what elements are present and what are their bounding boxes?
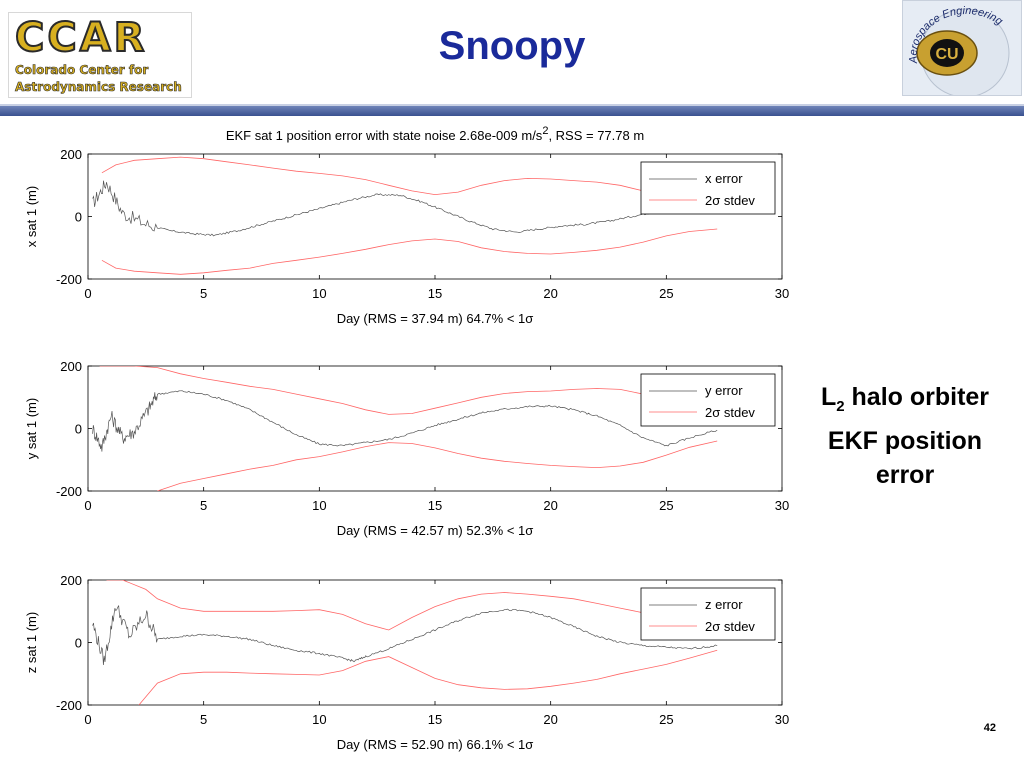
legend-label-error: y error: [705, 383, 743, 398]
page-number: 42: [983, 722, 996, 734]
chart-title: EKF sat 1 position error with state nois…: [226, 125, 644, 143]
side-caption-sub: 2: [836, 398, 845, 415]
side-caption-rest: halo orbiter: [844, 383, 990, 411]
stdev-series-line: [138, 649, 718, 705]
side-caption-line3: error: [875, 461, 935, 489]
y-tick-label: 200: [60, 573, 82, 588]
error-series-line: [92, 604, 718, 666]
ccar-logo: CCAR Colorado Center for Astrodynamics R…: [8, 12, 192, 98]
x-tick-label: 5: [200, 712, 207, 727]
x-axis-label: Day (RMS = 52.90 m) 66.1% < 1σ: [337, 737, 534, 752]
header-rule: [0, 106, 1024, 116]
x-tick-label: 15: [428, 286, 442, 301]
x-axis-label: Day (RMS = 37.94 m) 64.7% < 1σ: [337, 311, 534, 326]
aerospace-logo-graphic: CU Aerospace Engineering: [907, 5, 1010, 95]
x-tick-label: 10: [312, 712, 326, 727]
y-tick-label: 200: [60, 147, 82, 162]
side-caption-line2: EKF position: [827, 427, 983, 455]
x-axis-label: Day (RMS = 42.57 m) 52.3% < 1σ: [337, 523, 534, 538]
error-series-line: [92, 390, 718, 452]
legend-label-stdev: 2σ stdev: [705, 193, 755, 208]
cu-logo-text: CU: [935, 46, 958, 63]
x-tick-label: 20: [543, 712, 557, 727]
stdev-series-line: [99, 366, 718, 417]
aerospace-engineering-logo: CU Aerospace Engineering: [902, 0, 1022, 96]
x-tick-label: 20: [543, 498, 557, 513]
y-axis-label: x sat 1 (m): [24, 186, 39, 247]
y-axis-label: z sat 1 (m): [24, 612, 39, 673]
x-tick-label: 0: [84, 498, 91, 513]
legend-box: [640, 373, 776, 427]
legend-label-error: x error: [705, 171, 743, 186]
x-tick-label: 25: [659, 712, 673, 727]
x-tick-label: 0: [84, 712, 91, 727]
stdev-series-line: [106, 580, 718, 634]
x-tick-label: 30: [775, 286, 789, 301]
side-caption: L2 halo orbiter EKF position error: [800, 380, 1010, 492]
x-tick-label: 25: [659, 286, 673, 301]
stdev-series-line: [157, 440, 718, 491]
legend-box: [640, 161, 776, 215]
y-tick-label: 200: [60, 359, 82, 374]
y-axis-label: y sat 1 (m): [24, 398, 39, 459]
x-tick-label: 15: [428, 712, 442, 727]
ccar-logo-line2: Astrodynamics Research: [15, 80, 182, 95]
ccar-logo-mark: CCAR: [14, 14, 148, 62]
y-tick-label: -200: [56, 698, 82, 713]
x-tick-label: 10: [312, 498, 326, 513]
x-tick-label: 30: [775, 498, 789, 513]
x-tick-label: 25: [659, 498, 673, 513]
x-tick-label: 20: [543, 286, 557, 301]
legend-label-stdev: 2σ stdev: [705, 619, 755, 634]
legend-label-stdev: 2σ stdev: [705, 405, 755, 420]
x-tick-label: 10: [312, 286, 326, 301]
x-tick-label: 30: [775, 712, 789, 727]
y-tick-label: -200: [56, 272, 82, 287]
x-tick-label: 5: [200, 286, 207, 301]
stdev-series-line: [101, 228, 718, 275]
x-tick-label: 0: [84, 286, 91, 301]
y-tick-label: 0: [75, 636, 82, 651]
header-rule-highlight: [0, 104, 1024, 106]
legend-box: [640, 587, 776, 641]
y-tick-label: 0: [75, 422, 82, 437]
x-tick-label: 15: [428, 498, 442, 513]
y-tick-label: -200: [56, 484, 82, 499]
stdev-series-line: [101, 156, 718, 203]
error-series-line: [92, 180, 718, 237]
x-tick-label: 5: [200, 498, 207, 513]
ccar-logo-line1: Colorado Center for: [15, 63, 149, 78]
slide-title: Snoopy: [438, 24, 586, 68]
side-caption-l: L: [820, 383, 837, 411]
legend-label-error: z error: [705, 597, 743, 612]
y-tick-label: 0: [75, 210, 82, 225]
